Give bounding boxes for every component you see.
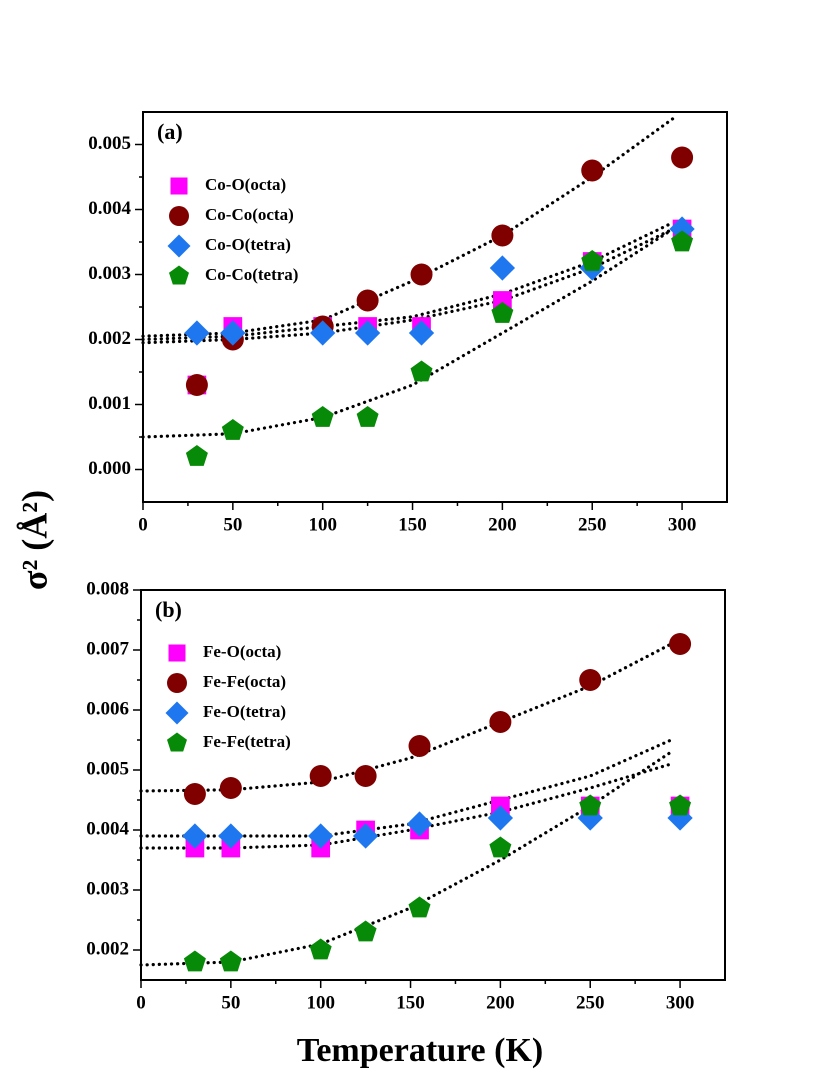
marker <box>408 320 435 346</box>
x-tick-label: 250 <box>576 992 605 1013</box>
x-tick-label: 50 <box>223 514 242 535</box>
marker <box>183 950 206 972</box>
legend-label: Fe-Fe(octa) <box>203 672 286 691</box>
marker <box>308 823 334 849</box>
x-tick-label: 0 <box>138 514 148 535</box>
marker <box>310 320 336 346</box>
marker <box>671 230 694 252</box>
fit-line <box>139 738 673 838</box>
fit-line <box>141 116 675 338</box>
x-tick-label: 150 <box>396 992 425 1013</box>
marker <box>410 360 433 382</box>
marker <box>669 633 692 655</box>
marker <box>489 836 512 858</box>
legend-marker <box>169 265 189 285</box>
legend-marker <box>167 234 191 258</box>
x-tick-label: 0 <box>136 992 146 1013</box>
marker <box>354 320 381 346</box>
legend-marker <box>167 673 187 693</box>
legend-label: Co-O(tetra) <box>205 235 291 254</box>
marker <box>356 405 379 427</box>
x-tick-label: 50 <box>221 992 240 1013</box>
panel-label: (a) <box>157 119 183 144</box>
y-tick-label: 0.005 <box>88 133 131 154</box>
marker <box>489 711 512 734</box>
marker <box>489 255 516 281</box>
marker <box>311 405 334 427</box>
y-tick-label: 0.008 <box>86 578 129 599</box>
legend-label: Co-O(octa) <box>205 175 286 194</box>
legend-label: Fe-O(tetra) <box>203 702 286 721</box>
marker <box>408 735 431 757</box>
panel-label: (b) <box>155 597 182 622</box>
plot-frame <box>142 111 728 503</box>
y-tick-label: 0.003 <box>86 878 129 899</box>
marker <box>493 291 512 310</box>
marker <box>581 159 604 182</box>
marker <box>184 320 210 346</box>
marker <box>309 938 332 960</box>
legend-label: Co-Co(tetra) <box>205 265 298 284</box>
x-tick-label: 300 <box>668 514 697 535</box>
marker <box>669 794 692 816</box>
marker <box>491 224 514 247</box>
y-tick-label: 0.005 <box>86 758 129 779</box>
marker <box>487 805 514 831</box>
y-tick-label: 0.000 <box>88 458 131 479</box>
marker <box>354 765 377 787</box>
fit-line <box>139 750 673 967</box>
marker <box>309 765 332 787</box>
legend-marker <box>167 732 187 752</box>
y-tick-label: 0.007 <box>86 638 129 659</box>
marker <box>218 823 244 849</box>
y-tick-label: 0.002 <box>86 938 129 959</box>
plot-frame <box>140 589 726 981</box>
marker <box>579 794 602 816</box>
y-axis-title: σ² (Å²) <box>14 490 54 590</box>
legend-label: Co-Co(octa) <box>205 205 294 224</box>
legend-label: Fe-Fe(tetra) <box>203 732 291 751</box>
fit-line <box>139 642 673 793</box>
marker <box>491 301 514 323</box>
marker <box>219 777 242 800</box>
x-tick-label: 200 <box>486 992 515 1013</box>
marker <box>352 823 379 849</box>
marker <box>671 146 694 169</box>
marker <box>220 320 246 346</box>
legend-marker <box>169 206 189 226</box>
legend-label: Fe-O(octa) <box>203 642 281 661</box>
marker <box>221 418 244 440</box>
legend-marker <box>168 644 186 662</box>
y-tick-label: 0.004 <box>88 198 131 219</box>
x-axis-title: Temperature (K) <box>297 1032 543 1069</box>
y-tick-label: 0.003 <box>88 263 131 284</box>
marker <box>406 811 433 837</box>
x-tick-label: 300 <box>666 992 695 1013</box>
x-tick-label: 100 <box>308 514 337 535</box>
y-tick-label: 0.004 <box>86 818 129 839</box>
marker <box>356 289 379 312</box>
legend-marker <box>170 177 188 195</box>
marker <box>354 920 377 942</box>
marker <box>182 823 208 849</box>
y-tick-label: 0.006 <box>86 698 129 719</box>
marker <box>219 950 242 972</box>
legend-marker <box>165 701 189 725</box>
y-tick-label: 0.002 <box>88 328 131 349</box>
x-tick-label: 250 <box>578 514 607 535</box>
marker <box>185 444 208 466</box>
marker <box>581 249 604 271</box>
marker <box>408 896 431 918</box>
x-tick-label: 150 <box>398 514 427 535</box>
x-tick-label: 100 <box>306 992 335 1013</box>
x-tick-label: 200 <box>488 514 517 535</box>
marker <box>579 669 602 691</box>
marker <box>183 783 206 806</box>
marker <box>410 263 433 286</box>
marker <box>185 374 208 396</box>
y-tick-label: 0.001 <box>88 393 131 414</box>
